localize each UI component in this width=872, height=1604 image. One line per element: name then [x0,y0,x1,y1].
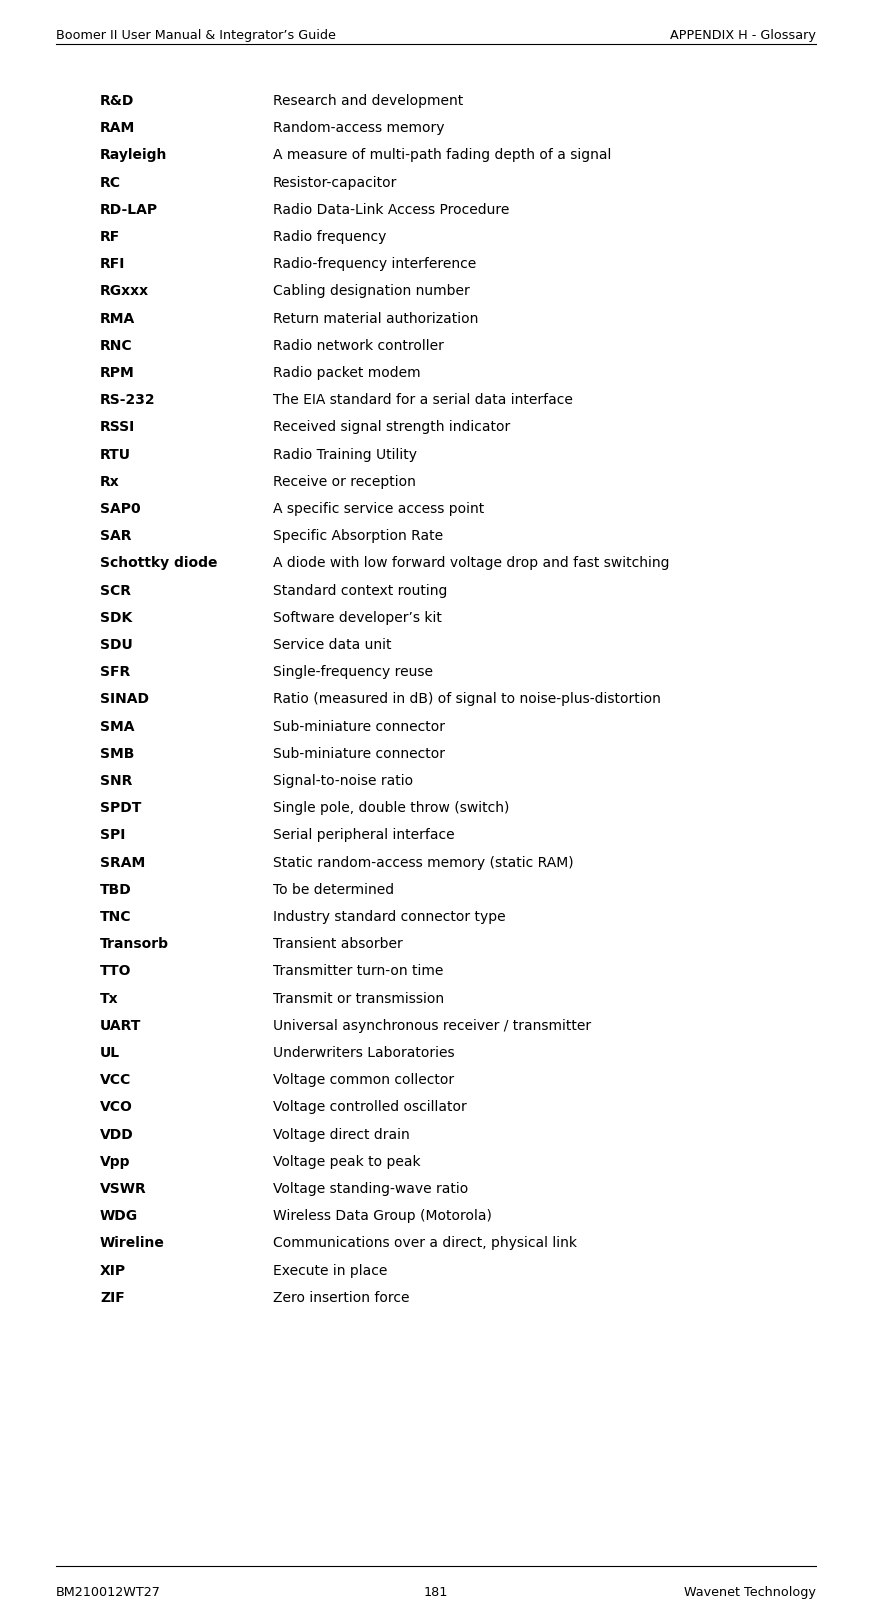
Text: Schottky diode: Schottky diode [100,557,217,571]
Text: A specific service access point: A specific service access point [273,502,484,516]
Text: SINAD: SINAD [100,693,149,706]
Text: RSSI: RSSI [100,420,135,435]
Text: Radio packet modem: Radio packet modem [273,366,420,380]
Text: Research and development: Research and development [273,95,463,107]
Text: VCO: VCO [100,1100,133,1115]
Text: Sub-miniature connector: Sub-miniature connector [273,720,445,733]
Text: Universal asynchronous receiver / transmitter: Universal asynchronous receiver / transm… [273,1019,591,1033]
Text: TBD: TBD [100,882,132,897]
Text: SFR: SFR [100,666,130,678]
Text: SDK: SDK [100,611,133,626]
Text: Sub-miniature connector: Sub-miniature connector [273,747,445,760]
Text: Radio Training Utility: Radio Training Utility [273,448,417,462]
Text: R&D: R&D [100,95,134,107]
Text: The EIA standard for a serial data interface: The EIA standard for a serial data inter… [273,393,573,407]
Text: SNR: SNR [100,775,133,788]
Text: RC: RC [100,175,121,189]
Text: RFI: RFI [100,257,126,271]
Text: Voltage direct drain: Voltage direct drain [273,1128,410,1142]
Text: SPDT: SPDT [100,802,141,815]
Text: Voltage controlled oscillator: Voltage controlled oscillator [273,1100,467,1115]
Text: Execute in place: Execute in place [273,1264,387,1278]
Text: Static random-access memory (static RAM): Static random-access memory (static RAM) [273,855,574,869]
Text: Communications over a direct, physical link: Communications over a direct, physical l… [273,1237,577,1251]
Text: RPM: RPM [100,366,135,380]
Text: Signal-to-noise ratio: Signal-to-noise ratio [273,775,413,788]
Text: UART: UART [100,1019,141,1033]
Text: Radio Data-Link Access Procedure: Radio Data-Link Access Procedure [273,202,509,217]
Text: Serial peripheral interface: Serial peripheral interface [273,828,454,842]
Text: SMA: SMA [100,720,134,733]
Text: BM210012WT27: BM210012WT27 [56,1586,160,1599]
Text: Resistor-capacitor: Resistor-capacitor [273,175,398,189]
Text: Voltage common collector: Voltage common collector [273,1073,454,1088]
Text: APPENDIX H - Glossary: APPENDIX H - Glossary [670,29,816,42]
Text: SRAM: SRAM [100,855,146,869]
Text: Ratio (measured in dB) of signal to noise-plus-distortion: Ratio (measured in dB) of signal to nois… [273,693,661,706]
Text: TNC: TNC [100,909,132,924]
Text: SMB: SMB [100,747,134,760]
Text: RNC: RNC [100,338,133,353]
Text: TTO: TTO [100,964,132,978]
Text: RD-LAP: RD-LAP [100,202,158,217]
Text: Specific Absorption Rate: Specific Absorption Rate [273,529,443,544]
Text: Cabling designation number: Cabling designation number [273,284,470,298]
Text: Single-frequency reuse: Single-frequency reuse [273,666,433,678]
Text: RAM: RAM [100,122,135,135]
Text: SPI: SPI [100,828,126,842]
Text: SAR: SAR [100,529,132,544]
Text: WDG: WDG [100,1209,138,1224]
Text: Transmitter turn-on time: Transmitter turn-on time [273,964,443,978]
Text: Rx: Rx [100,475,119,489]
Text: Wavenet Technology: Wavenet Technology [685,1586,816,1599]
Text: Tx: Tx [100,991,119,1006]
Text: Wireless Data Group (Motorola): Wireless Data Group (Motorola) [273,1209,492,1224]
Text: Wireline: Wireline [100,1237,165,1251]
Text: Return material authorization: Return material authorization [273,311,479,326]
Text: 181: 181 [424,1586,448,1599]
Text: Voltage standing-wave ratio: Voltage standing-wave ratio [273,1182,468,1197]
Text: Service data unit: Service data unit [273,638,392,651]
Text: Vpp: Vpp [100,1155,131,1169]
Text: ZIF: ZIF [100,1291,125,1304]
Text: XIP: XIP [100,1264,126,1278]
Text: Transorb: Transorb [100,937,169,951]
Text: SAP0: SAP0 [100,502,140,516]
Text: Transient absorber: Transient absorber [273,937,403,951]
Text: Industry standard connector type: Industry standard connector type [273,909,506,924]
Text: Radio frequency: Radio frequency [273,229,386,244]
Text: Transmit or transmission: Transmit or transmission [273,991,444,1006]
Text: Zero insertion force: Zero insertion force [273,1291,410,1304]
Text: Rayleigh: Rayleigh [100,149,167,162]
Text: Receive or reception: Receive or reception [273,475,416,489]
Text: SCR: SCR [100,584,131,598]
Text: RTU: RTU [100,448,131,462]
Text: Voltage peak to peak: Voltage peak to peak [273,1155,420,1169]
Text: VDD: VDD [100,1128,133,1142]
Text: SDU: SDU [100,638,133,651]
Text: RS-232: RS-232 [100,393,155,407]
Text: Software developer’s kit: Software developer’s kit [273,611,442,626]
Text: Received signal strength indicator: Received signal strength indicator [273,420,510,435]
Text: RMA: RMA [100,311,135,326]
Text: Single pole, double throw (switch): Single pole, double throw (switch) [273,802,509,815]
Text: Standard context routing: Standard context routing [273,584,447,598]
Text: A diode with low forward voltage drop and fast switching: A diode with low forward voltage drop an… [273,557,670,571]
Text: Radio-frequency interference: Radio-frequency interference [273,257,476,271]
Text: VCC: VCC [100,1073,132,1088]
Text: To be determined: To be determined [273,882,394,897]
Text: Radio network controller: Radio network controller [273,338,444,353]
Text: RF: RF [100,229,120,244]
Text: A measure of multi-path fading depth of a signal: A measure of multi-path fading depth of … [273,149,611,162]
Text: Underwriters Laboratories: Underwriters Laboratories [273,1046,454,1060]
Text: VSWR: VSWR [100,1182,146,1197]
Text: UL: UL [100,1046,120,1060]
Text: RGxxx: RGxxx [100,284,149,298]
Text: Boomer II User Manual & Integrator’s Guide: Boomer II User Manual & Integrator’s Gui… [56,29,336,42]
Text: Random-access memory: Random-access memory [273,122,445,135]
